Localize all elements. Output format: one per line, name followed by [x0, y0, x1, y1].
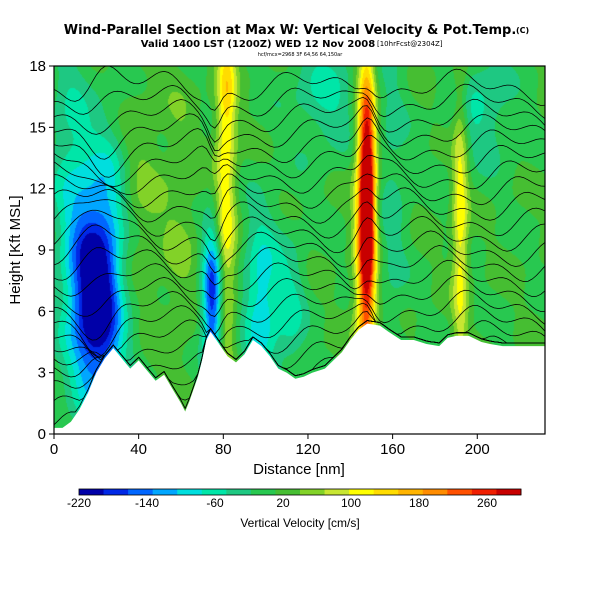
isentrope-contour — [54, 245, 545, 286]
colorbar-tick-label: 180 — [409, 496, 429, 510]
x-tick-label: 40 — [130, 441, 147, 458]
isentrope-contour — [54, 289, 545, 341]
colorbar-swatch — [447, 489, 473, 495]
colorbar-swatch — [201, 489, 227, 495]
colorbar-swatch — [398, 489, 424, 495]
isentrope-contour — [54, 83, 545, 129]
y-tick-label: 9 — [38, 242, 46, 259]
colorbar-label: Vertical Velocity [cm/s] — [240, 516, 359, 530]
colorbar-swatch — [373, 489, 399, 495]
x-tick-label: 160 — [380, 441, 405, 458]
isentrope-contour — [54, 224, 545, 274]
x-axis-label: Distance [nm] — [253, 461, 345, 478]
isentrope-contour — [54, 173, 545, 209]
plot-area — [54, 66, 545, 434]
colorbar-swatch — [300, 489, 325, 495]
isentrope-contour — [54, 274, 545, 317]
y-tick-label: 6 — [38, 303, 46, 320]
terrain-mask — [54, 323, 545, 434]
chart-subtitle-tag: [10hrFcst@2304Z] — [377, 40, 443, 48]
colorbar-swatch — [250, 489, 276, 495]
isentrope-contour — [54, 96, 545, 143]
colorbar-tick-label: -60 — [206, 496, 224, 510]
colorbar-swatch — [103, 489, 129, 495]
x-axis: 0 40 80 120 160 200 — [50, 434, 490, 458]
y-tick-label: 18 — [29, 58, 46, 75]
isentrope-contour — [54, 199, 545, 242]
x-tick-label: 120 — [295, 441, 320, 458]
colorbar-tick-label: -140 — [135, 496, 159, 510]
chart-subtitle: Valid 1400 LST (1200Z) WED 12 Nov 2008 — [141, 39, 375, 50]
colorbar: -220 -140 -60 20 100 180 260 — [67, 488, 522, 510]
colorbar-tick-label: 20 — [276, 496, 290, 510]
colorbar-swatch — [471, 489, 497, 495]
potential-temperature-contours — [54, 66, 545, 426]
x-tick-label: 80 — [215, 441, 232, 458]
x-tick-label: 0 — [50, 441, 58, 458]
isentrope-contour — [54, 186, 545, 224]
isentrope-contour — [54, 209, 545, 260]
colorbar-swatch — [128, 489, 154, 495]
isentrope-contour — [54, 259, 545, 300]
colorbar-swatch — [324, 489, 350, 495]
y-tick-label: 0 — [38, 426, 46, 443]
y-tick-label: 15 — [29, 119, 46, 136]
colorbar-tick-label: 100 — [341, 496, 361, 510]
colorbar-swatch — [177, 489, 203, 495]
y-axis: 0 3 6 9 12 15 18 — [29, 58, 54, 443]
isentrope-contour — [54, 105, 545, 160]
isentrope-contour — [54, 135, 545, 187]
colorbar-swatch — [226, 489, 252, 495]
colorbar-tick-label: 260 — [477, 496, 497, 510]
y-tick-label: 12 — [29, 181, 46, 198]
isentrope-contour — [54, 117, 545, 178]
colorbar-tick-label: -220 — [67, 496, 91, 510]
colorbar-swatch — [496, 489, 522, 495]
y-tick-label: 3 — [38, 365, 46, 382]
chart-title-mark: (C) — [516, 26, 529, 35]
isentrope-contour — [54, 302, 545, 357]
isentrope-contour — [54, 311, 545, 363]
colorbar-frame — [78, 488, 522, 496]
chart-title: Wind-Parallel Section at Max W: Vertical… — [64, 23, 517, 38]
colorbar-swatch — [422, 489, 448, 495]
chart-info-line: hcf/mcx=2968 3F 64,56 64,150ar — [258, 52, 344, 58]
colorbar-swatch — [275, 489, 301, 495]
y-axis-label: Height [Kft MSL] — [7, 195, 24, 304]
colorbar-swatch — [152, 489, 178, 495]
isentrope-contour — [54, 155, 545, 196]
colorbar-swatch — [79, 489, 104, 495]
colorbar-swatch — [349, 489, 375, 495]
isentrope-contour — [54, 66, 545, 111]
x-tick-label: 200 — [465, 441, 490, 458]
